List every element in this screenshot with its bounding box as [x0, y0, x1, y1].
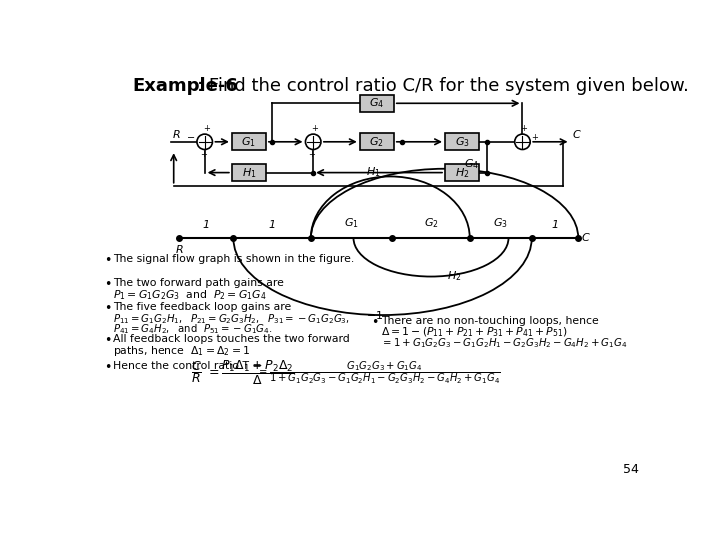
Text: $G_2$: $G_2$ — [423, 217, 438, 231]
Text: $H_2$: $H_2$ — [447, 269, 462, 284]
Text: $\Delta = 1 - (P_{11} + P_{21} + P_{31} + P_{41} + P_{51})$: $\Delta = 1 - (P_{11} + P_{21} + P_{31} … — [381, 326, 567, 340]
Text: C: C — [581, 233, 589, 243]
FancyBboxPatch shape — [445, 164, 479, 181]
Text: $-1$: $-1$ — [366, 309, 384, 321]
Text: $P_{11} = G_1G_2H_1,$  $P_{21} = G_2G_3H_2,$  $P_{31} = -G_1G_2G_3,$: $P_{11} = G_1G_2H_1,$ $P_{21} = G_2G_3H_… — [113, 312, 350, 326]
Text: •: • — [104, 254, 112, 267]
Text: All feedback loops touches the two forward: All feedback loops touches the two forwa… — [113, 334, 350, 345]
Text: The two forward path gains are: The two forward path gains are — [113, 278, 284, 288]
Text: $H_1$: $H_1$ — [366, 165, 381, 179]
Text: $= \dfrac{G_1G_2G_3 + G_1G_4}{1 + G_1G_2G_3 - G_1G_2H_1 - G_2G_3H_2 - G_4H_2 + G: $= \dfrac{G_1G_2G_3 + G_1G_4}{1 + G_1G_2… — [256, 359, 500, 386]
Text: $P_1 = G_1G_2G_3$  and  $P_2 = G_1G_4$: $P_1 = G_1G_2G_3$ and $P_2 = G_1G_4$ — [113, 288, 266, 302]
Text: +: + — [199, 150, 207, 159]
Text: $\dfrac{C}{R}$: $\dfrac{C}{R}$ — [191, 359, 202, 385]
Text: +: + — [521, 124, 528, 133]
FancyBboxPatch shape — [445, 133, 479, 150]
Text: R: R — [173, 130, 181, 140]
Text: $G_1$: $G_1$ — [241, 135, 256, 148]
Text: •: • — [372, 316, 379, 329]
Text: R: R — [175, 245, 183, 255]
Text: $= \dfrac{P_1\Delta_1 + P_2\Delta_2}{\Delta}$: $= \dfrac{P_1\Delta_1 + P_2\Delta_2}{\De… — [206, 359, 295, 387]
Text: 1: 1 — [552, 220, 559, 231]
Text: $G_1$: $G_1$ — [344, 217, 359, 231]
Circle shape — [305, 134, 321, 150]
Text: The signal flow graph is shown in the figure.: The signal flow graph is shown in the fi… — [113, 254, 354, 264]
Text: $G_4$: $G_4$ — [369, 97, 384, 110]
Text: +: + — [203, 124, 210, 133]
Text: : Find the control ratio C/R for the system given below.: : Find the control ratio C/R for the sys… — [197, 77, 689, 95]
Circle shape — [197, 134, 212, 150]
Text: Hence the control ratio T =: Hence the control ratio T = — [113, 361, 262, 372]
Text: $G_3$: $G_3$ — [454, 135, 469, 148]
Text: •: • — [104, 278, 112, 291]
Text: $= 1 + G_1G_2G_3 - G_1G_2H_1 - G_2G_3H_2 - G_4H_2 + G_1G_4$: $= 1 + G_1G_2G_3 - G_1G_2H_1 - G_2G_3H_2… — [381, 336, 627, 349]
Text: 1: 1 — [269, 220, 276, 231]
Text: $G_4$: $G_4$ — [464, 157, 480, 171]
Text: $G_2$: $G_2$ — [369, 135, 384, 148]
Text: +: + — [311, 124, 318, 133]
Text: $H_2$: $H_2$ — [455, 166, 469, 179]
Text: The five feedback loop gains are: The five feedback loop gains are — [113, 302, 292, 312]
Text: $H_1$: $H_1$ — [242, 166, 256, 179]
FancyBboxPatch shape — [360, 95, 394, 112]
Text: paths, hence  $\Delta_1 = \Delta_2 = 1$: paths, hence $\Delta_1 = \Delta_2 = 1$ — [113, 345, 251, 359]
Text: 54: 54 — [623, 463, 639, 476]
Text: •: • — [104, 361, 112, 374]
FancyBboxPatch shape — [232, 133, 266, 150]
Text: $P_{41} = G_4H_2,$  and  $P_{51} = -G_1G_4.$: $P_{41} = G_4H_2,$ and $P_{51} = -G_1G_4… — [113, 322, 273, 336]
Text: +: + — [531, 133, 538, 143]
Text: C: C — [573, 130, 580, 140]
FancyBboxPatch shape — [360, 133, 394, 150]
Circle shape — [515, 134, 530, 150]
Text: 1: 1 — [203, 220, 210, 231]
Text: There are no non-touching loops, hence: There are no non-touching loops, hence — [381, 316, 598, 326]
FancyBboxPatch shape — [232, 164, 266, 181]
Text: Example-6: Example-6 — [132, 77, 238, 95]
Text: •: • — [104, 334, 112, 347]
Text: $G_3$: $G_3$ — [493, 217, 508, 231]
Text: −: − — [187, 133, 195, 143]
Text: •: • — [104, 302, 112, 315]
Text: +: + — [308, 150, 315, 159]
